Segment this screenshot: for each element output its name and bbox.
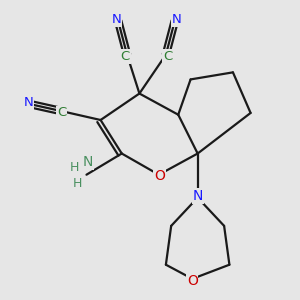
- Text: N: N: [172, 13, 181, 26]
- Text: C: C: [57, 106, 66, 119]
- Text: C: C: [163, 50, 172, 63]
- Text: O: O: [187, 274, 198, 288]
- Text: N: N: [23, 96, 33, 109]
- Text: C: C: [121, 50, 130, 63]
- Text: N: N: [112, 13, 121, 26]
- Text: N: N: [83, 155, 93, 170]
- Text: O: O: [154, 169, 165, 184]
- Text: H: H: [73, 177, 82, 190]
- Text: N: N: [193, 189, 203, 203]
- Text: H: H: [69, 161, 79, 174]
